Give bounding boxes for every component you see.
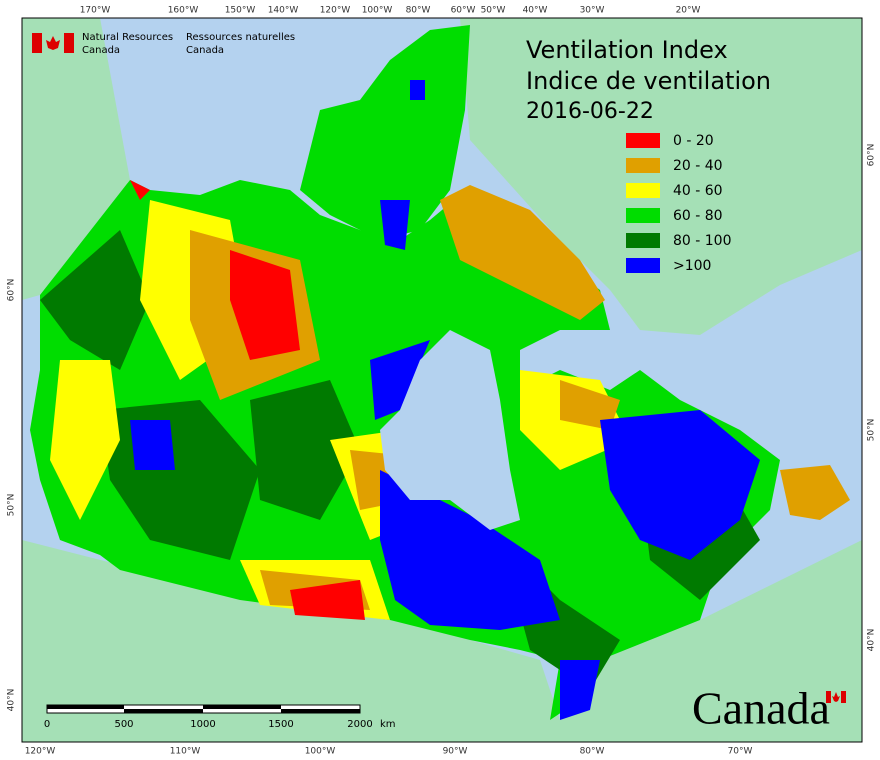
index-zone bbox=[380, 200, 410, 250]
org-text: Natural Resources bbox=[82, 32, 173, 43]
longitude-label: 60°W bbox=[451, 6, 476, 16]
longitude-label: 100°W bbox=[305, 747, 336, 757]
hudson-bay bbox=[380, 330, 520, 530]
latitude-label: 60°N bbox=[7, 279, 17, 302]
scale-segment bbox=[203, 705, 281, 709]
graticule-labels: 170°W 160°W 150°W 140°W 120°W 100°W 80°W 60°W 50… bbox=[7, 6, 877, 757]
canada-wordmark: Canada bbox=[692, 683, 846, 734]
legend-swatch bbox=[626, 258, 660, 273]
wordmark: Canada bbox=[692, 683, 830, 734]
legend: 0 - 20 20 - 40 40 - 60 60 - 80 80 - 100 >100 bbox=[626, 133, 732, 274]
index-zone bbox=[560, 660, 600, 720]
longitude-label: 170°W bbox=[80, 6, 111, 16]
baffin-island bbox=[440, 185, 605, 320]
legend-label: 80 - 100 bbox=[673, 233, 732, 249]
longitude-label: 70°W bbox=[728, 747, 753, 757]
scale-unit: km bbox=[380, 719, 396, 730]
scale-label: 500 bbox=[114, 719, 133, 730]
scale-segment bbox=[47, 705, 124, 709]
longitude-label: 110°W bbox=[170, 747, 201, 757]
legend-swatch bbox=[626, 183, 660, 198]
index-zone bbox=[290, 580, 365, 620]
index-zone bbox=[40, 230, 150, 370]
legend-label: >100 bbox=[673, 258, 711, 274]
legend-swatch bbox=[626, 158, 660, 173]
flag-bar bbox=[841, 691, 846, 703]
longitude-label: 120°W bbox=[320, 6, 351, 16]
scale-segment bbox=[124, 709, 203, 713]
flag-leaf bbox=[46, 36, 60, 50]
title: Ventilation Index bbox=[526, 36, 728, 64]
org-text: Ressources naturelles bbox=[186, 32, 295, 43]
longitude-label: 40°W bbox=[523, 6, 548, 16]
index-zone bbox=[370, 340, 430, 420]
latitude-label: 50°N bbox=[867, 419, 877, 442]
index-zone bbox=[600, 410, 760, 560]
legend-label: 60 - 80 bbox=[673, 208, 723, 224]
scale-label: 0 bbox=[44, 719, 50, 730]
alaska bbox=[22, 18, 130, 300]
index-zone bbox=[250, 380, 360, 520]
index-zone bbox=[410, 80, 425, 100]
longitude-label: 100°W bbox=[362, 6, 393, 16]
latitude-label: 40°N bbox=[7, 689, 17, 712]
longitude-label: 160°W bbox=[168, 6, 199, 16]
latitude-label: 60°N bbox=[867, 144, 877, 167]
legend-swatch bbox=[626, 233, 660, 248]
org-text: Canada bbox=[186, 45, 224, 56]
legend-label: 20 - 40 bbox=[673, 158, 723, 174]
org-text: Canada bbox=[82, 45, 120, 56]
legend-swatch bbox=[626, 208, 660, 223]
legend-label: 40 - 60 bbox=[673, 183, 723, 199]
flag-bar bbox=[32, 33, 42, 53]
flag-bar bbox=[826, 691, 831, 703]
title: Indice de ventilation bbox=[526, 67, 771, 95]
longitude-label: 140°W bbox=[268, 6, 299, 16]
frame bbox=[21, 17, 863, 743]
index-zone bbox=[380, 470, 560, 630]
scale-label: 1500 bbox=[268, 719, 293, 730]
longitude-label: 120°W bbox=[25, 747, 56, 757]
canada bbox=[30, 25, 850, 720]
scale-bar: 0 500 1000 1500 2000 km bbox=[44, 704, 396, 730]
index-zone bbox=[130, 420, 175, 470]
newfoundland bbox=[780, 465, 850, 520]
nrcan-logo: Natural Resources Canada Ressources natu… bbox=[32, 32, 295, 56]
greenland bbox=[460, 18, 862, 335]
longitude-label: 80°W bbox=[580, 747, 605, 757]
usa bbox=[22, 540, 862, 742]
flag-bar bbox=[64, 33, 74, 53]
scale-label: 2000 bbox=[347, 719, 372, 730]
index-zone bbox=[130, 180, 150, 200]
date: 2016-06-22 bbox=[526, 99, 654, 124]
flag-leaf bbox=[832, 692, 840, 702]
legend-label: 0 - 20 bbox=[673, 133, 714, 149]
longitude-label: 50°W bbox=[481, 6, 506, 16]
longitude-label: 80°W bbox=[406, 6, 431, 16]
longitude-label: 30°W bbox=[580, 6, 605, 16]
arctic-islands bbox=[300, 25, 470, 240]
index-zone bbox=[560, 380, 620, 430]
index-zone bbox=[50, 360, 120, 520]
scale-segment bbox=[281, 709, 360, 713]
latitude-label: 50°N bbox=[7, 494, 17, 517]
index-zone bbox=[230, 250, 300, 360]
longitude-label: 20°W bbox=[676, 6, 701, 16]
longitude-label: 150°W bbox=[225, 6, 256, 16]
scale-label: 1000 bbox=[190, 719, 215, 730]
longitude-label: 90°W bbox=[443, 747, 468, 757]
legend-swatch bbox=[626, 133, 660, 148]
latitude-label: 40°N bbox=[867, 629, 877, 652]
